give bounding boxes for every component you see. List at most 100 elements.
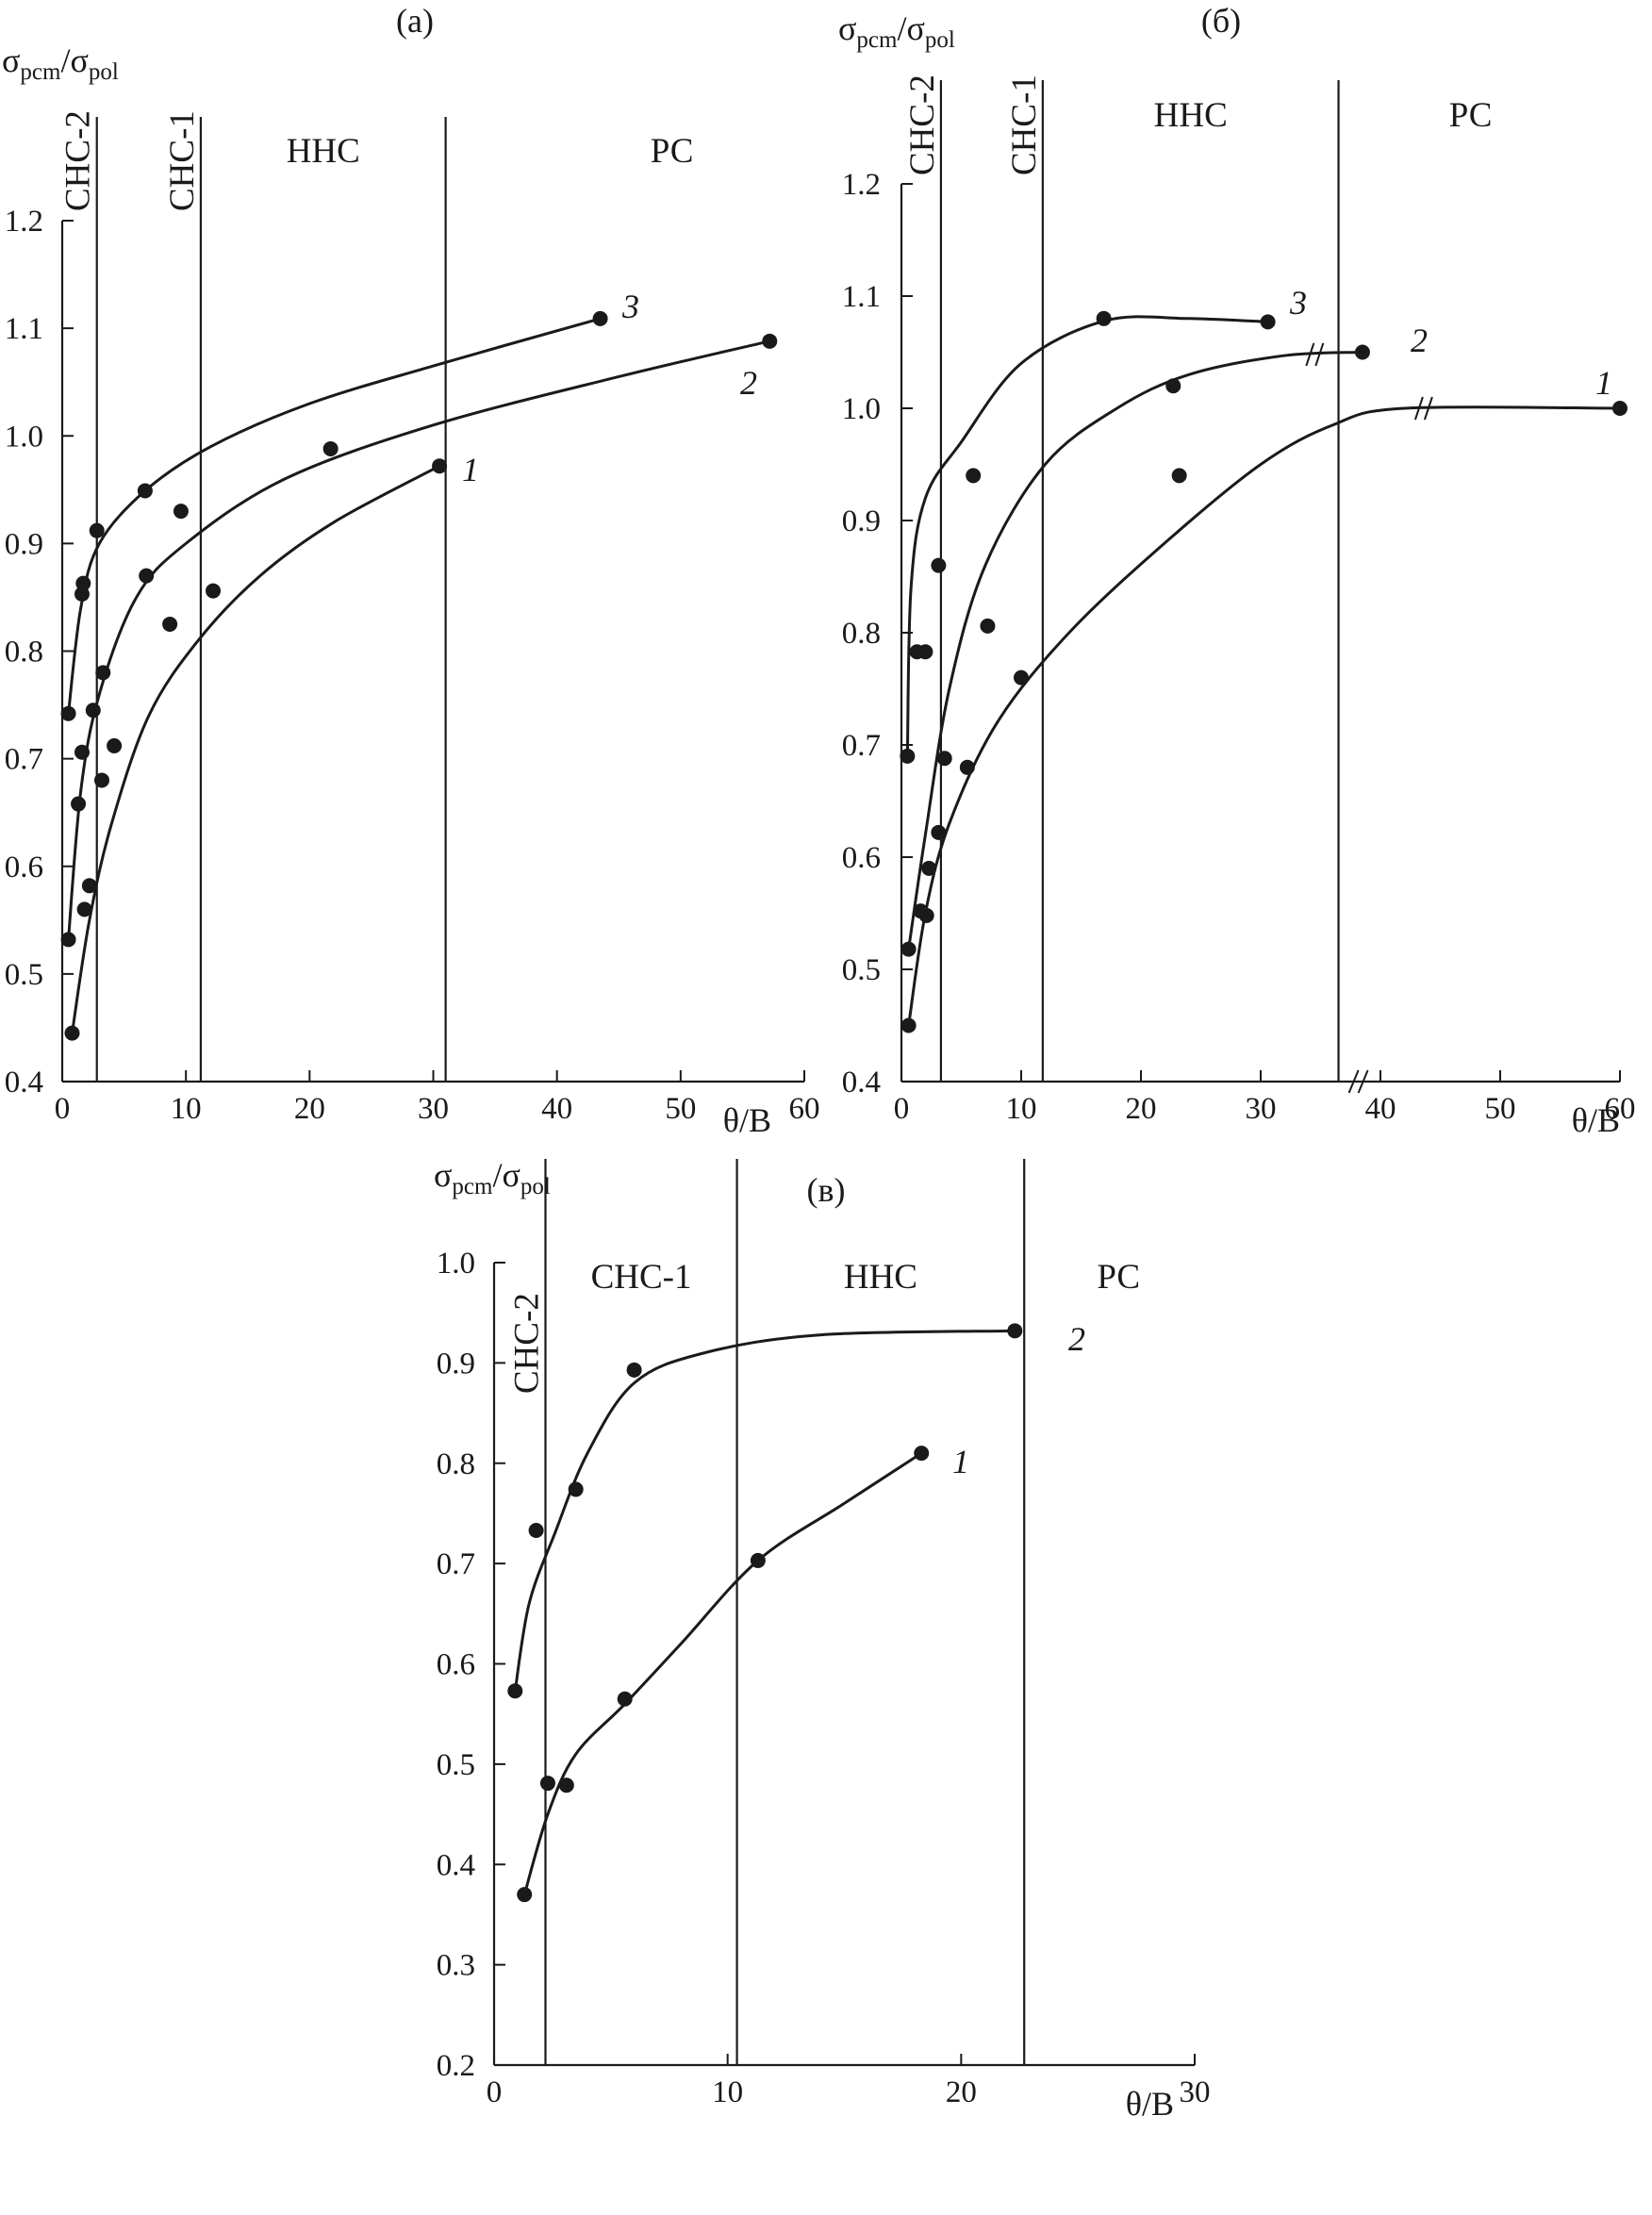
- y-tick-label: 1.0: [437, 1247, 475, 1281]
- y-tick-label: 0.5: [842, 953, 881, 987]
- y-tick-label: 0.7: [842, 729, 881, 763]
- y-axis-label: σpcm/σpol: [838, 9, 955, 53]
- series-2-point: [762, 333, 778, 349]
- axis-break-mark: [1357, 1069, 1369, 1094]
- x-axis-label: θ/B: [723, 1101, 771, 1139]
- x-tick-label: 10: [712, 2075, 743, 2109]
- y-tick-label: 0.8: [842, 617, 881, 651]
- x-axis-label: θ/B: [1572, 1101, 1620, 1139]
- series-2-curve: [907, 351, 1363, 950]
- y-tick-label: 0.6: [437, 1648, 475, 1682]
- y-tick-label: 0.4: [5, 1066, 43, 1099]
- region-label: РС: [1449, 96, 1493, 135]
- y-tick-label: 1.0: [5, 420, 43, 454]
- x-tick-label: 20: [1126, 1092, 1157, 1126]
- y-label-sub-pcm: pcm: [452, 1174, 493, 1199]
- y-label-slash: /σ: [492, 1156, 520, 1194]
- x-axis-label: θ/B: [1126, 2085, 1174, 2123]
- region-label: ННС: [287, 132, 360, 171]
- series-label-1: 1: [952, 1443, 969, 1480]
- series-1-point: [517, 1887, 533, 1903]
- y-tick-label: 0.6: [842, 841, 881, 875]
- series-1-point: [162, 616, 178, 632]
- x-tick-label: 60: [1605, 1092, 1636, 1126]
- y-label-sub-pcm: pcm: [20, 59, 61, 85]
- y-tick-label: 1.2: [842, 168, 881, 202]
- series-2-point: [936, 751, 952, 767]
- series-label-1: 1: [462, 451, 479, 488]
- y-tick-label: 0.7: [5, 743, 43, 777]
- series-3-point: [137, 483, 153, 499]
- series-1-point: [617, 1691, 633, 1707]
- series-3-point: [966, 468, 982, 484]
- y-tick-label: 0.9: [842, 504, 881, 538]
- x-tick-label: 10: [1006, 1092, 1037, 1126]
- series-3-point: [60, 705, 76, 721]
- series-3-point: [900, 748, 916, 764]
- series-2-point: [1007, 1323, 1023, 1339]
- series-1-point: [1612, 401, 1627, 416]
- series-3-point: [592, 310, 608, 326]
- series-2-point: [74, 744, 90, 760]
- y-tick-label: 0.3: [437, 1949, 475, 1983]
- series-1-curve: [71, 464, 440, 1033]
- series-2-point: [507, 1683, 523, 1699]
- series-1-point: [558, 1777, 574, 1793]
- series-1-point: [76, 901, 92, 917]
- series-1-curve: [522, 1451, 923, 1895]
- series-1-point: [914, 1446, 930, 1462]
- series-1-point: [81, 878, 97, 894]
- series-1-point: [921, 860, 937, 876]
- region-label-vertical: СНС-1: [163, 110, 202, 211]
- series-1-point: [750, 1552, 766, 1568]
- y-tick-label: 0.9: [5, 527, 43, 561]
- x-tick-label: 0: [487, 2075, 503, 2109]
- y-tick-label: 0.9: [437, 1347, 475, 1380]
- y-label-slash: /σ: [897, 9, 924, 47]
- y-tick-label: 1.2: [5, 205, 43, 239]
- y-tick-label: 0.6: [5, 851, 43, 884]
- series-2-point: [1165, 378, 1181, 394]
- region-label: СНС-1: [591, 1258, 692, 1297]
- y-tick-label: 0.5: [437, 1748, 475, 1782]
- series-3-point: [917, 644, 933, 660]
- y-label-sigma-1: σ: [838, 9, 856, 47]
- series-2-curve: [513, 1329, 1016, 1692]
- y-tick-label: 1.1: [842, 280, 881, 314]
- series-3-point: [1096, 310, 1112, 326]
- x-tick-label: 40: [541, 1092, 572, 1126]
- series-1-point: [539, 1776, 555, 1792]
- series-1-point: [107, 737, 123, 753]
- y-tick-label: 0.4: [437, 1848, 475, 1882]
- region-label-vertical: СНС-2: [903, 74, 942, 175]
- x-tick-label: 20: [294, 1092, 325, 1126]
- region-label-vertical: СНС-2: [507, 1293, 546, 1394]
- series-3-curve: [67, 317, 601, 714]
- series-2-point: [900, 941, 917, 957]
- series-1-point: [64, 1025, 80, 1041]
- y-label-sub-pol: pol: [89, 59, 119, 85]
- x-tick-label: 40: [1365, 1092, 1396, 1126]
- region-label-vertical: СНС-1: [1005, 74, 1044, 175]
- series-2-point: [626, 1362, 642, 1378]
- series-2-point: [85, 703, 101, 719]
- series-2-point: [568, 1481, 584, 1497]
- series-label-2: 2: [1411, 322, 1428, 359]
- x-tick-label: 20: [946, 2075, 977, 2109]
- series-2-point: [931, 557, 947, 573]
- series-3-point: [75, 575, 91, 591]
- x-tick-label: 50: [665, 1092, 696, 1126]
- x-tick-label: 0: [894, 1092, 910, 1126]
- series-1-point: [93, 772, 109, 788]
- x-tick-label: 50: [1485, 1092, 1516, 1126]
- series-2-point: [980, 618, 996, 634]
- y-tick-label: 0.8: [437, 1447, 475, 1481]
- series-2-point: [913, 903, 929, 919]
- curve-break-mark: [1413, 396, 1424, 421]
- series-label-1: 1: [1595, 364, 1612, 402]
- series-2-point: [173, 504, 189, 520]
- y-label-sub-pcm: pcm: [856, 27, 898, 53]
- x-tick-label: 30: [1180, 2075, 1211, 2109]
- curve-break-mark: [1423, 396, 1433, 421]
